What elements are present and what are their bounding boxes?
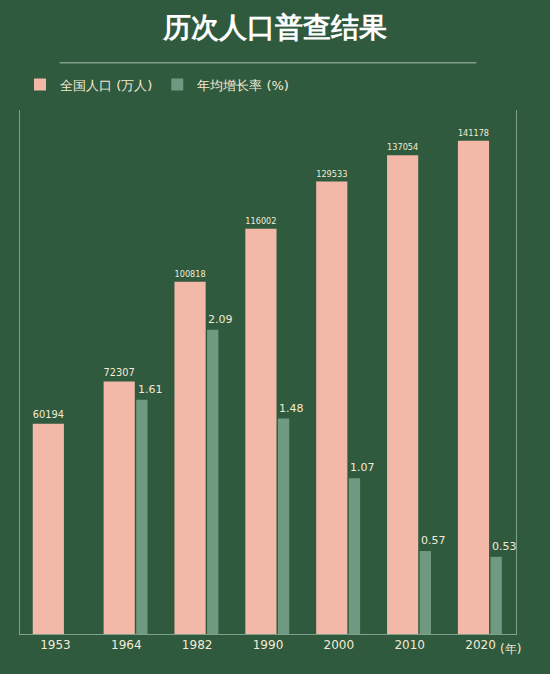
svg-text:2020: 2020 [465, 638, 496, 652]
svg-text:0.57: 0.57 [421, 534, 446, 547]
svg-text:116002: 116002 [245, 216, 276, 226]
svg-text:1964: 1964 [111, 638, 142, 652]
svg-text:1953: 1953 [40, 638, 71, 652]
svg-text:129533: 129533 [316, 169, 347, 179]
svg-text:137054: 137054 [387, 142, 418, 152]
svg-text:1.48: 1.48 [279, 402, 304, 415]
svg-text:0.53: 0.53 [492, 540, 517, 553]
svg-text:1990: 1990 [253, 638, 284, 652]
svg-text:141178: 141178 [458, 128, 489, 138]
svg-text:100818: 100818 [174, 269, 205, 279]
svg-text:全国人口 (万人): 全国人口 (万人) [60, 78, 152, 93]
svg-text:(年): (年) [500, 642, 521, 656]
svg-text:2000: 2000 [324, 638, 355, 652]
svg-text:1982: 1982 [182, 638, 213, 652]
svg-text:1.07: 1.07 [350, 461, 375, 474]
svg-text:2010: 2010 [394, 638, 425, 652]
svg-text:72307: 72307 [104, 367, 135, 378]
svg-text:历次人口普查结果: 历次人口普查结果 [162, 11, 387, 44]
svg-text:2.09: 2.09 [208, 313, 233, 326]
svg-text:60194: 60194 [33, 409, 64, 420]
svg-text:1.61: 1.61 [138, 383, 163, 396]
svg-text:年均增长率 (%): 年均增长率 (%) [197, 78, 289, 93]
